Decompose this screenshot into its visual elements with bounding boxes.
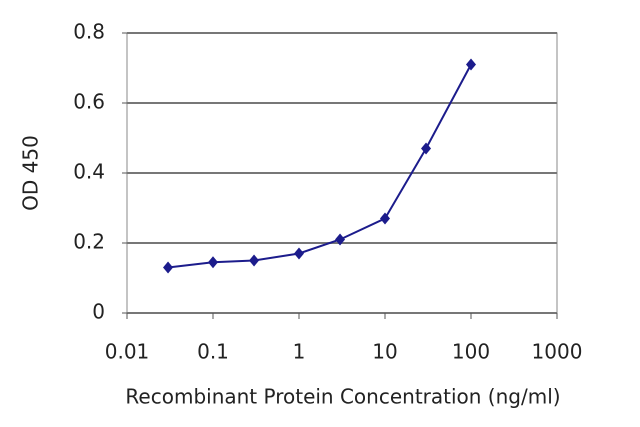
data-point <box>208 256 218 269</box>
y-axis-label: OD 450 <box>19 135 43 211</box>
data-line <box>167 64 472 269</box>
x-tick-label: 100 <box>452 340 490 364</box>
y-tick-label: 0.8 <box>73 20 105 44</box>
x-tick-label: 0.01 <box>105 340 150 364</box>
data-point <box>335 233 346 246</box>
y-tick-label: 0.2 <box>73 230 105 254</box>
y-tick-label: 0.4 <box>73 160 105 184</box>
data-point <box>294 247 304 260</box>
data-point <box>466 58 476 71</box>
data-point <box>249 254 260 267</box>
x-tick-label: 0.1 <box>197 340 229 364</box>
x-tick-label: 10 <box>372 340 397 364</box>
x-tick-label: 1 <box>293 340 306 364</box>
y-tick-label: 0 <box>92 300 105 324</box>
y-tick-label: 0.6 <box>73 90 105 114</box>
data-point <box>163 261 174 274</box>
data-point <box>380 212 390 225</box>
x-tick-label: 1000 <box>532 340 583 364</box>
data-point <box>421 142 432 155</box>
x-axis-label: Recombinant Protein Concentration (ng/ml… <box>125 385 560 409</box>
